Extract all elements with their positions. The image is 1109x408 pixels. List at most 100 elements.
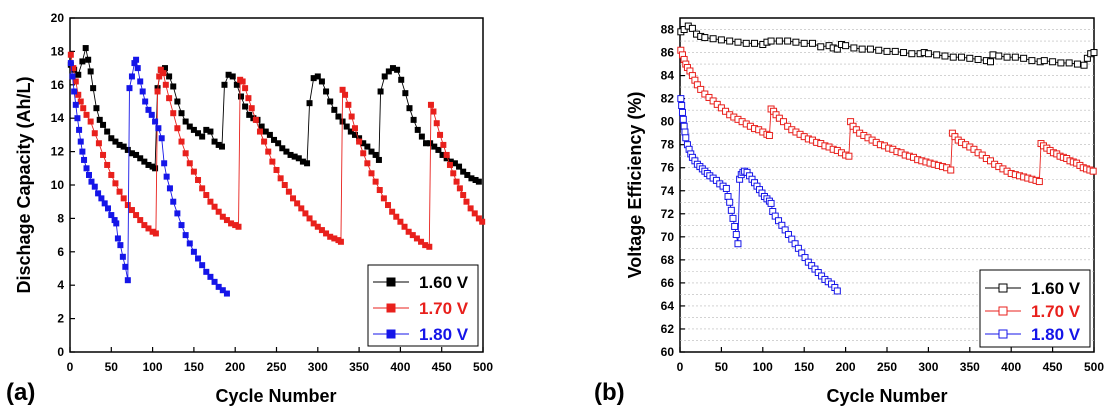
panel-label-b: (b)	[594, 379, 625, 406]
data-point	[866, 45, 874, 53]
data-point	[233, 81, 240, 88]
x-tick-label: 250	[266, 360, 286, 374]
data-point	[393, 213, 400, 220]
data-point	[69, 73, 76, 80]
series-group-b	[677, 22, 1098, 295]
data-point	[368, 170, 375, 177]
data-point	[729, 214, 737, 222]
legend-label: 1.70 V	[419, 299, 469, 318]
data-point	[203, 268, 210, 275]
data-point	[351, 131, 358, 138]
data-point	[323, 88, 330, 95]
data-point	[87, 68, 94, 75]
data-point	[678, 108, 686, 116]
data-point	[900, 49, 908, 57]
data-point	[124, 202, 131, 209]
x-tick-label: 0	[677, 360, 684, 374]
data-point	[348, 113, 355, 120]
data-point	[207, 273, 214, 280]
data-point	[199, 185, 206, 192]
data-point	[437, 131, 444, 138]
data-point	[780, 118, 787, 126]
data-point	[120, 195, 127, 202]
data-point	[223, 290, 230, 297]
data-point	[203, 126, 210, 133]
data-point	[95, 190, 102, 197]
data-point	[195, 176, 202, 183]
data-point	[100, 121, 107, 128]
data-point	[154, 88, 161, 95]
data-point	[381, 73, 388, 80]
data-point	[833, 45, 841, 53]
data-point	[688, 24, 696, 32]
data-point	[463, 198, 470, 205]
data-point	[364, 143, 371, 150]
data-point	[163, 173, 170, 180]
data-point	[331, 235, 338, 242]
data-point	[291, 153, 298, 160]
data-point	[91, 130, 98, 137]
data-point	[72, 78, 79, 85]
data-point	[987, 58, 994, 66]
data-point	[402, 90, 409, 97]
data-point	[360, 140, 367, 147]
data-point	[775, 37, 783, 45]
legend-marker	[386, 277, 396, 287]
data-point	[842, 42, 850, 50]
data-point	[77, 138, 84, 145]
data-point	[1011, 53, 1019, 61]
data-point	[385, 202, 392, 209]
data-point	[195, 130, 202, 137]
data-point	[111, 217, 118, 224]
data-point	[170, 83, 177, 90]
data-point	[285, 188, 292, 195]
data-point	[218, 143, 225, 150]
x-tick-label: 350	[349, 360, 369, 374]
data-point	[732, 231, 740, 239]
data-point	[170, 198, 177, 205]
data-point	[475, 215, 482, 222]
legend-marker	[998, 283, 1008, 293]
x-tick-label: 500	[1084, 360, 1104, 374]
data-point	[207, 128, 214, 135]
data-point	[767, 37, 775, 45]
data-point	[265, 148, 272, 155]
data-point	[225, 71, 232, 78]
data-point	[467, 205, 474, 212]
x-tick-label: 50	[715, 360, 729, 374]
data-point	[79, 58, 86, 65]
data-point	[342, 91, 349, 98]
data-point	[409, 232, 416, 239]
data-point	[137, 155, 144, 162]
data-point	[137, 217, 144, 224]
data-point	[418, 133, 425, 140]
legend-label: 1.80 V	[1031, 325, 1081, 344]
legend-label: 1.80 V	[419, 325, 469, 344]
data-point	[397, 218, 404, 225]
data-point	[681, 128, 689, 136]
data-point	[875, 46, 883, 54]
data-point	[679, 115, 687, 123]
data-point	[1080, 61, 1088, 69]
data-point	[223, 217, 230, 224]
data-point	[245, 95, 252, 102]
data-point	[87, 118, 94, 125]
axis-ticks-a: 0 50 100 150 200 250 300 350 400 450 500 0 2 4 6 8 10 12 1…	[51, 11, 494, 374]
data-point	[104, 128, 111, 135]
y-tick-label: 0	[57, 345, 64, 359]
data-point	[464, 171, 471, 178]
data-point	[229, 73, 236, 80]
data-point	[128, 73, 135, 80]
data-point	[678, 102, 686, 110]
series-group-a	[67, 45, 486, 297]
data-point	[431, 143, 438, 150]
data-point	[726, 37, 734, 45]
data-point	[91, 183, 98, 190]
data-point	[116, 188, 123, 195]
data-point	[186, 240, 193, 247]
data-point	[156, 73, 163, 80]
data-point	[90, 85, 97, 92]
data-point	[178, 138, 185, 145]
data-point	[1020, 54, 1028, 62]
data-point	[273, 166, 280, 173]
